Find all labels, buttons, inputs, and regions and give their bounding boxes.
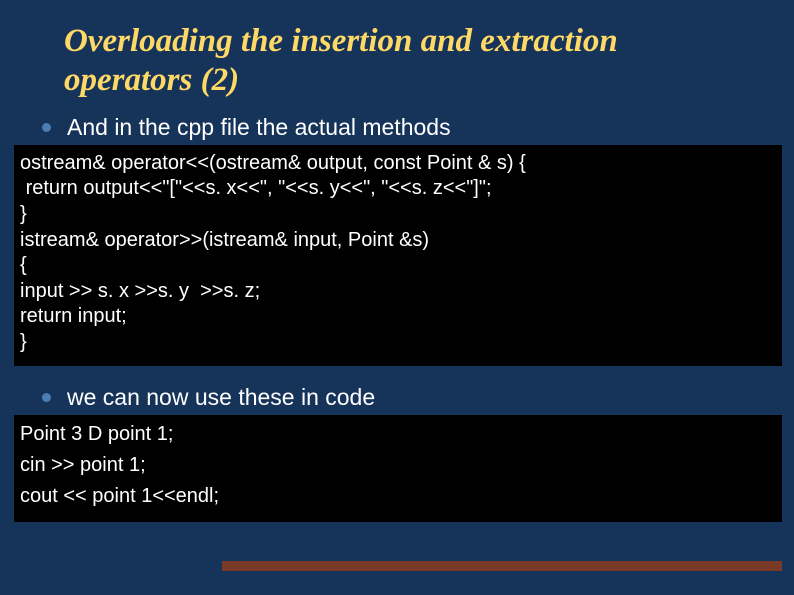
bullet-item: we can now use these in code [0,384,794,411]
slide: Overloading the insertion and extraction… [0,0,794,595]
bullet-icon [42,123,51,132]
code-block-2: Point 3 D point 1; cin >> point 1; cout … [14,415,782,522]
accent-bar [222,561,782,571]
code-block-1: ostream& operator<<(ostream& output, con… [14,145,782,366]
bullet-icon [42,393,51,402]
bullet-text: And in the cpp file the actual methods [67,114,451,141]
bullet-item: And in the cpp file the actual methods [0,114,794,141]
bullet-text: we can now use these in code [67,384,375,411]
slide-title: Overloading the insertion and extraction… [0,0,794,108]
